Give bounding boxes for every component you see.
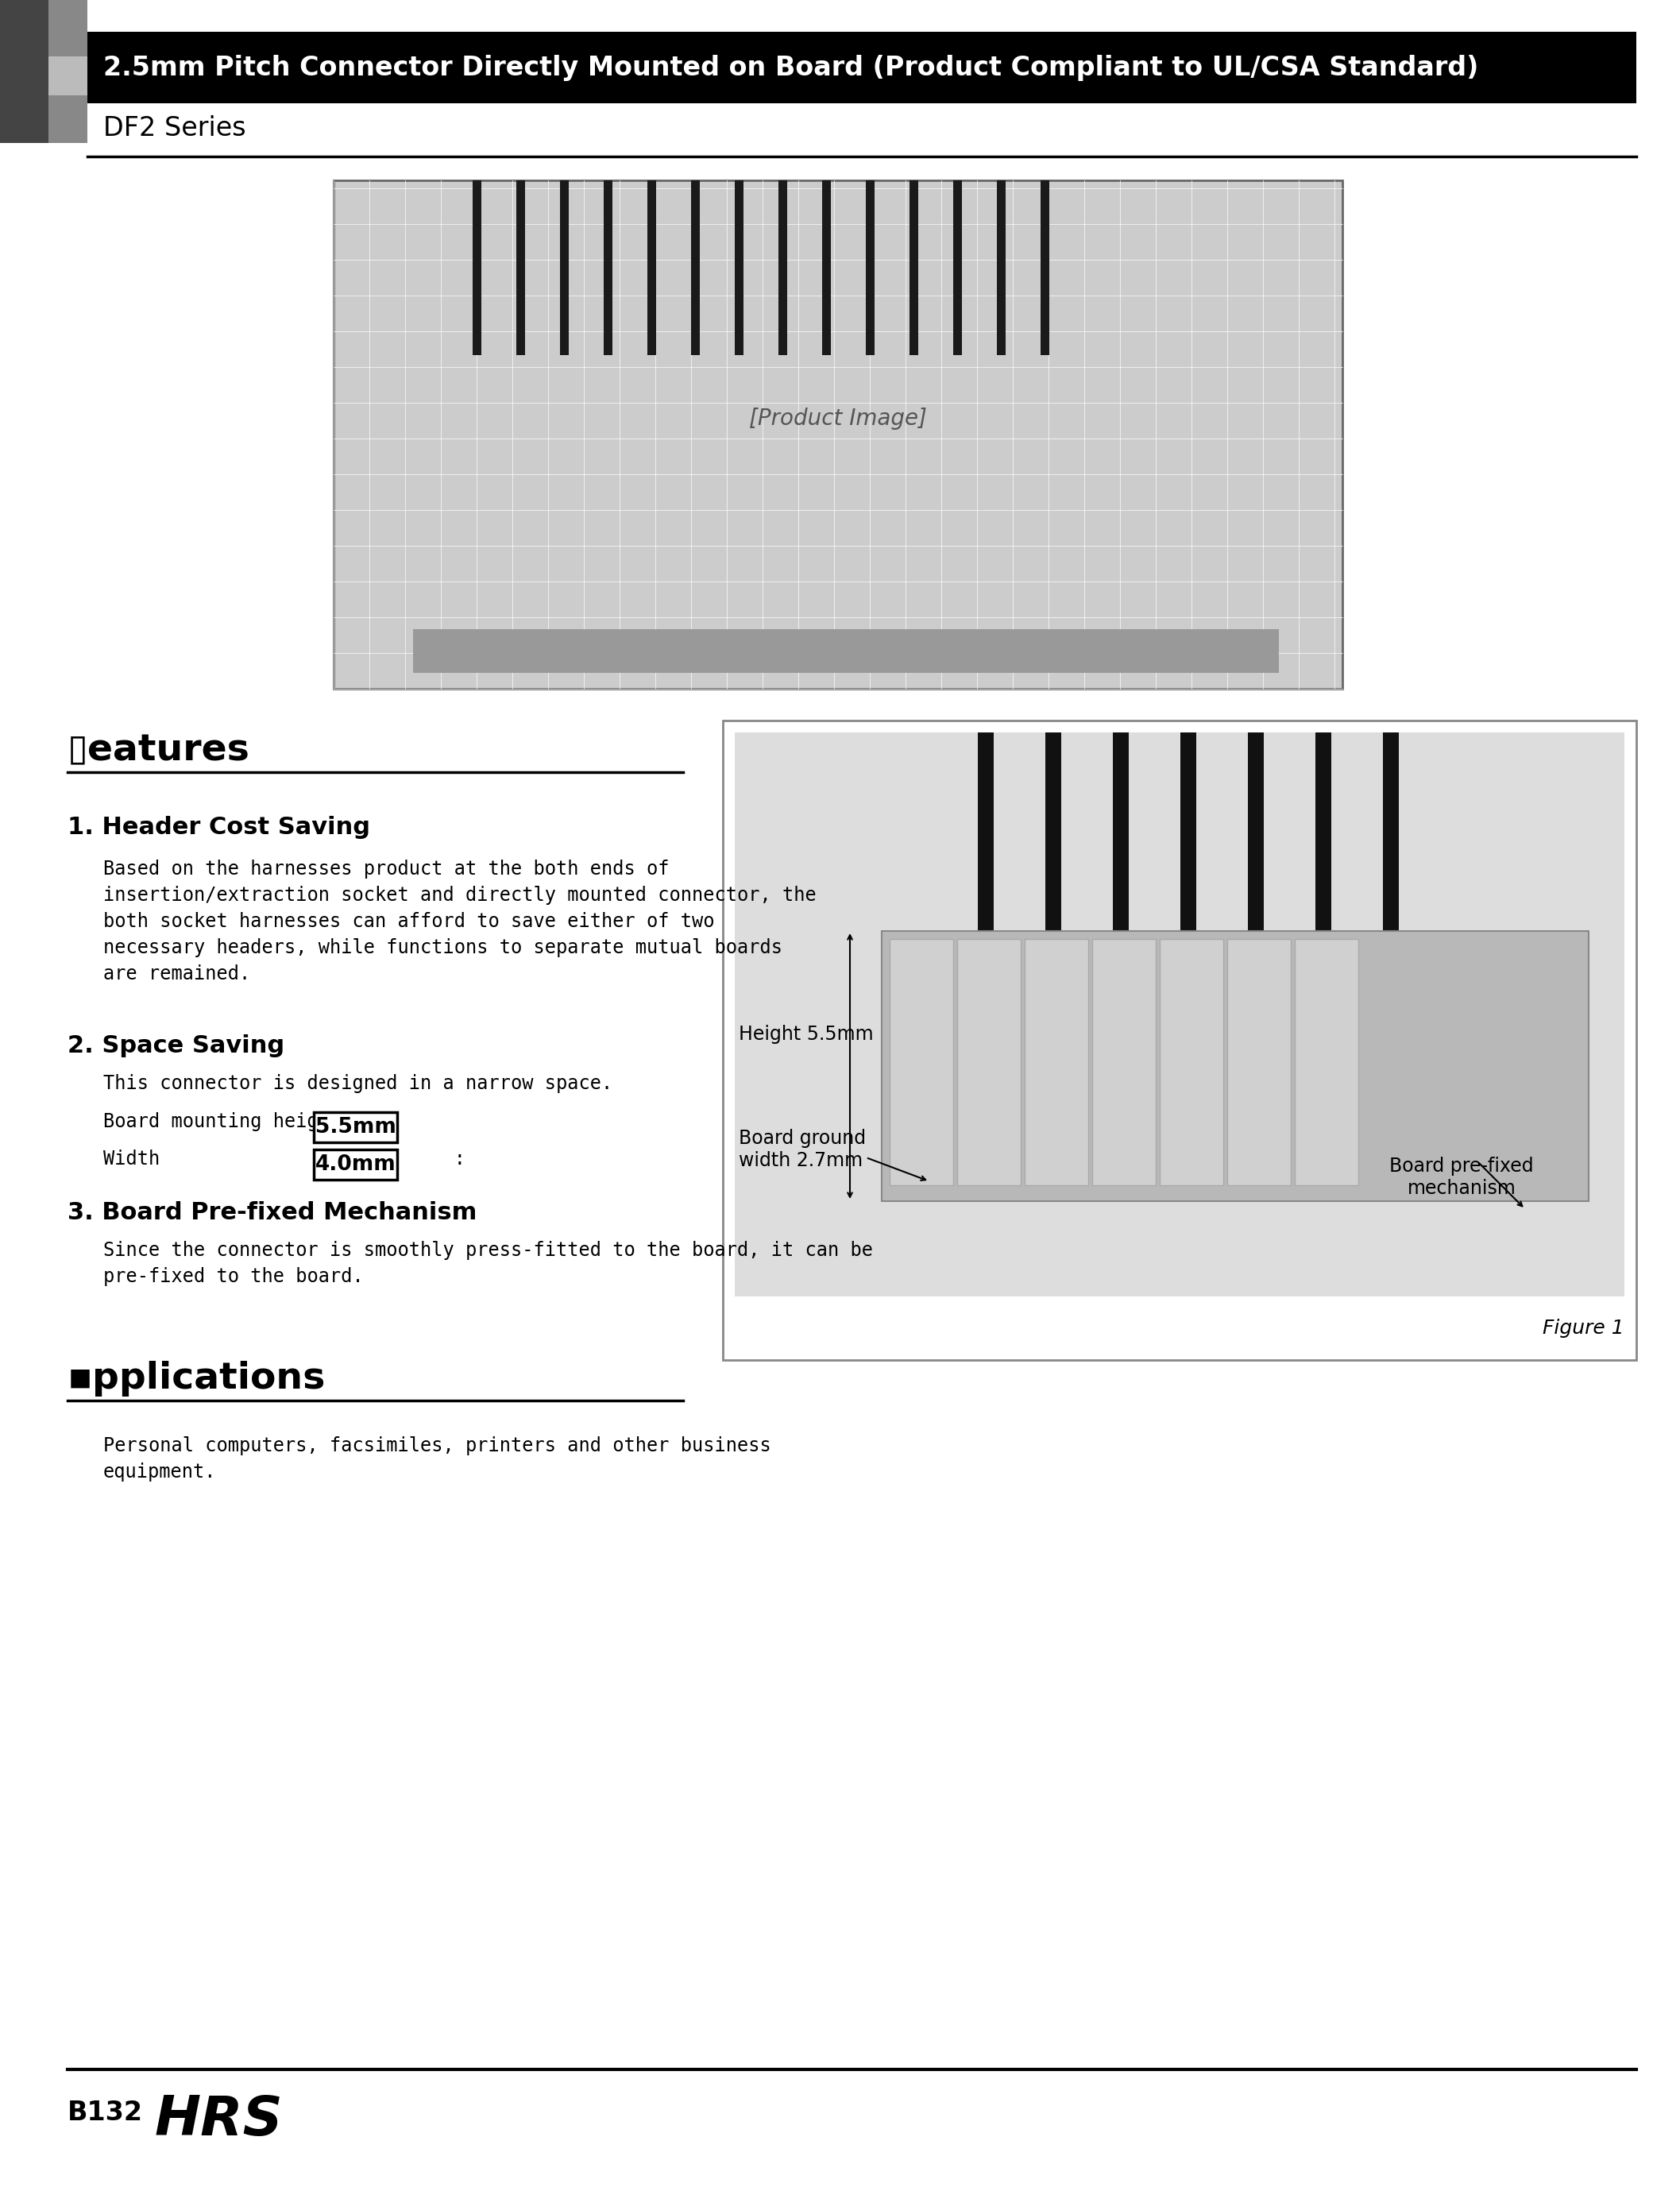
- Bar: [822, 179, 832, 354]
- Text: B132: B132: [67, 2100, 143, 2126]
- Text: 2.5mm Pitch Connector Directly Mounted on Board (Product Compliant to UL/CSA Sta: 2.5mm Pitch Connector Directly Mounted o…: [102, 55, 1478, 81]
- Bar: [559, 179, 570, 354]
- Bar: [953, 179, 963, 354]
- Bar: [0, 0, 87, 142]
- Bar: [958, 938, 1021, 1185]
- Bar: [1040, 179, 1050, 354]
- Bar: [1315, 733, 1331, 932]
- Text: equipment.: equipment.: [102, 1463, 217, 1481]
- Bar: [909, 179, 919, 354]
- Bar: [1092, 938, 1156, 1185]
- Bar: [314, 1113, 396, 1142]
- Text: Board mounting height :: Board mounting height :: [102, 1113, 375, 1131]
- Bar: [1112, 733, 1129, 932]
- Text: Personal computers, facsimiles, printers and other business: Personal computers, facsimiles, printers…: [102, 1437, 771, 1454]
- Text: [Product Image]: [Product Image]: [749, 407, 927, 431]
- Bar: [734, 179, 744, 354]
- Bar: [49, 57, 87, 96]
- Text: are remained.: are remained.: [102, 964, 250, 984]
- Bar: [413, 630, 1278, 674]
- Bar: [996, 179, 1006, 354]
- Text: Since the connector is smoothly press-fitted to the board, it can be: Since the connector is smoothly press-fi…: [102, 1240, 874, 1260]
- Text: Figure 1: Figure 1: [1542, 1319, 1625, 1338]
- Bar: [1248, 733, 1263, 932]
- Text: 2. Space Saving: 2. Space Saving: [67, 1034, 284, 1056]
- Bar: [1181, 733, 1196, 932]
- Bar: [314, 1150, 396, 1179]
- Bar: [865, 179, 875, 354]
- Bar: [1045, 733, 1062, 932]
- Bar: [1159, 938, 1223, 1185]
- Text: ▯eatures: ▯eatures: [67, 733, 250, 768]
- Text: Based on the harnesses product at the both ends of: Based on the harnesses product at the bo…: [102, 859, 669, 879]
- Text: This connector is designed in a narrow space.: This connector is designed in a narrow s…: [102, 1074, 613, 1094]
- Bar: [882, 932, 1589, 1201]
- Text: Height 5.5mm: Height 5.5mm: [739, 1026, 874, 1043]
- Text: 4.0mm: 4.0mm: [316, 1155, 396, 1174]
- Bar: [334, 179, 1342, 689]
- Bar: [472, 179, 482, 354]
- Text: HRS: HRS: [155, 2093, 284, 2145]
- Bar: [722, 720, 1636, 1360]
- Bar: [1295, 938, 1359, 1185]
- Text: both socket harnesses can afford to save either of two: both socket harnesses can afford to save…: [102, 912, 714, 932]
- Bar: [734, 733, 1625, 1297]
- Bar: [1383, 733, 1399, 932]
- Text: 1. Header Cost Saving: 1. Header Cost Saving: [67, 816, 370, 840]
- Text: pre-fixed to the board.: pre-fixed to the board.: [102, 1266, 363, 1286]
- Bar: [603, 179, 613, 354]
- Text: Board ground
width 2.7mm: Board ground width 2.7mm: [739, 1128, 865, 1170]
- Bar: [1226, 938, 1290, 1185]
- Bar: [87, 33, 1636, 103]
- Bar: [778, 179, 788, 354]
- Text: Width                          :: Width :: [102, 1150, 477, 1168]
- Text: 3. Board Pre-fixed Mechanism: 3. Board Pre-fixed Mechanism: [67, 1201, 477, 1225]
- Text: DF2 Series: DF2 Series: [102, 116, 245, 142]
- Bar: [690, 179, 701, 354]
- Bar: [1025, 938, 1089, 1185]
- Bar: [647, 179, 657, 354]
- Bar: [516, 179, 526, 354]
- Text: insertion/extraction socket and directly mounted connector, the: insertion/extraction socket and directly…: [102, 886, 816, 905]
- Text: Board pre-fixed
mechanism: Board pre-fixed mechanism: [1389, 1157, 1534, 1198]
- Bar: [978, 733, 993, 932]
- Bar: [890, 938, 953, 1185]
- Text: necessary headers, while functions to separate mutual boards: necessary headers, while functions to se…: [102, 938, 783, 958]
- Text: 5.5mm: 5.5mm: [316, 1118, 396, 1137]
- Text: ▪pplications: ▪pplications: [67, 1360, 326, 1397]
- Bar: [0, 0, 49, 142]
